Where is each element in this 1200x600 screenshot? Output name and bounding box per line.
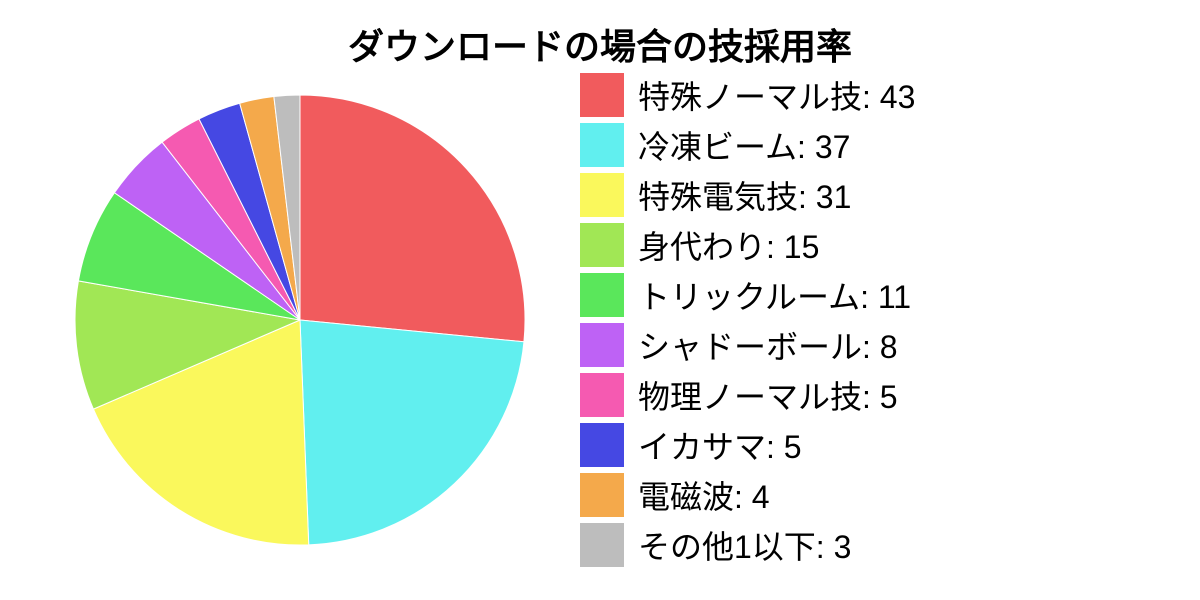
legend-swatch <box>580 173 624 217</box>
legend-row: 電磁波: 4 <box>580 472 1160 518</box>
legend-label: 電磁波: 4 <box>638 472 770 518</box>
legend-row: トリックルーム: 11 <box>580 272 1160 318</box>
legend-swatch <box>580 523 624 567</box>
legend-row: 物理ノーマル技: 5 <box>580 372 1160 418</box>
legend-row: 身代わり: 15 <box>580 222 1160 268</box>
legend-label: イカサマ: 5 <box>638 422 802 468</box>
chart-container: ダウンロードの場合の技採用率 特殊ノーマル技: 43冷凍ビーム: 37特殊電気技… <box>0 0 1200 600</box>
legend-swatch <box>580 373 624 417</box>
chart-title: ダウンロードの場合の技採用率 <box>0 18 1200 70</box>
legend: 特殊ノーマル技: 43冷凍ビーム: 37特殊電気技: 31身代わり: 15トリッ… <box>580 72 1160 572</box>
pie-chart-svg <box>60 80 540 560</box>
legend-swatch <box>580 423 624 467</box>
legend-label: シャドーボール: 8 <box>638 322 898 368</box>
legend-swatch <box>580 223 624 267</box>
legend-swatch <box>580 273 624 317</box>
legend-label: その他1以下: 3 <box>638 522 851 568</box>
legend-swatch <box>580 123 624 167</box>
pie-slice <box>300 320 524 545</box>
legend-row: シャドーボール: 8 <box>580 322 1160 368</box>
pie-chart-area <box>60 80 540 560</box>
legend-swatch <box>580 473 624 517</box>
legend-row: その他1以下: 3 <box>580 522 1160 568</box>
legend-row: 特殊ノーマル技: 43 <box>580 72 1160 118</box>
pie-slice <box>300 95 525 342</box>
legend-row: イカサマ: 5 <box>580 422 1160 468</box>
legend-row: 特殊電気技: 31 <box>580 172 1160 218</box>
legend-label: トリックルーム: 11 <box>638 272 911 318</box>
legend-row: 冷凍ビーム: 37 <box>580 122 1160 168</box>
legend-label: 身代わり: 15 <box>638 222 819 268</box>
legend-swatch <box>580 323 624 367</box>
legend-label: 特殊電気技: 31 <box>638 172 851 218</box>
legend-label: 物理ノーマル技: 5 <box>638 372 898 418</box>
legend-label: 特殊ノーマル技: 43 <box>638 72 915 118</box>
legend-label: 冷凍ビーム: 37 <box>638 122 850 168</box>
legend-swatch <box>580 73 624 117</box>
